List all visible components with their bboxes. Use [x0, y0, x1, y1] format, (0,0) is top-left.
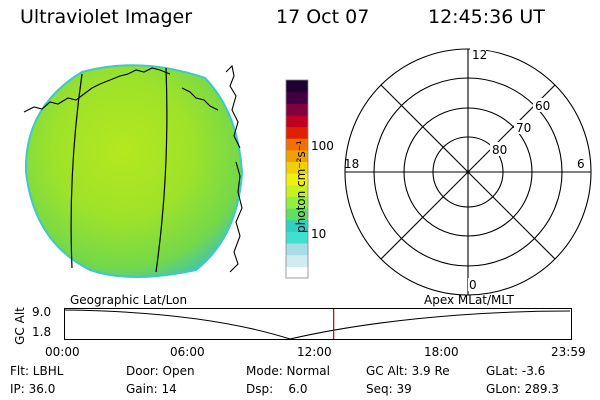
colorbar-tick-100: 100: [311, 139, 334, 153]
mlt-label-12: 12: [472, 48, 487, 62]
colorbar-segment: [286, 208, 308, 221]
timeline-x-tick-4: 23:59: [551, 345, 586, 359]
colorbar-tick-10: 10: [311, 227, 327, 241]
app-title: Ultraviolet Imager: [20, 6, 193, 28]
info-dsp: Dsp: 6.0: [246, 382, 308, 396]
colorbar-unit-label: photon cm⁻²s⁻¹: [294, 140, 308, 233]
timeline-y-max: 9.0: [32, 305, 52, 319]
info-gc-alt: GC Alt: 3.9 Re: [366, 364, 450, 378]
timeline-x-tick-3: 18:00: [424, 345, 459, 359]
longitude-lines: [70, 67, 168, 273]
colorbar-segment: [286, 266, 308, 279]
info-door: Door: Open: [126, 364, 195, 378]
info-filter: Flt: LBHL: [10, 364, 64, 378]
mlt-label-6: 6: [577, 157, 585, 171]
colorbar-segment: [286, 103, 308, 116]
mlt-label-0: 0: [469, 278, 477, 292]
colorbar-segment: [286, 149, 308, 163]
coastlines: [23, 64, 243, 273]
earth-uv-image: [23, 64, 244, 278]
colorbar: [285, 79, 309, 279]
lat-label-60: 60: [535, 99, 550, 113]
colorbar-segment: [286, 161, 308, 174]
colorbar-segment: [286, 114, 308, 128]
date-label: 17 Oct 07: [276, 6, 370, 28]
timeline-x-tick-2: 12:00: [297, 345, 332, 359]
colorbar-segment: [286, 219, 308, 232]
colorbar-segment: [286, 126, 308, 139]
timeline-x-tick-0: 00:00: [45, 345, 80, 359]
colorbar-segment: [286, 184, 308, 197]
info-mode: Mode: Normal: [246, 364, 330, 378]
time-label: 12:45:36 UT: [428, 6, 545, 28]
colorbar-segment: [286, 196, 308, 209]
timeline-y-min: 1.8: [32, 325, 52, 339]
timeline-axis-label: GC Alt: [13, 307, 27, 345]
mlt-label-18: 18: [344, 157, 359, 171]
colorbar-segment: [286, 231, 308, 244]
timeline-x-tick-1: 06:00: [170, 345, 205, 359]
colorbar-segment: [286, 91, 308, 104]
colorbar-segment: [286, 254, 308, 267]
timeline-right-title: Apex MLat/MLT: [424, 293, 514, 307]
polar-grid: 12 18 6 0 60 70 80: [344, 48, 592, 296]
colorbar-segment: [286, 80, 308, 93]
info-glat: GLat: -3.6: [486, 364, 546, 378]
info-glon: GLon: 289.3: [486, 382, 559, 396]
earth-disk: [24, 64, 244, 278]
lat-label-70: 70: [516, 121, 531, 135]
timeline-plot: [64, 308, 572, 340]
colorbar-segment: [286, 138, 308, 151]
info-ip: IP: 36.0: [10, 382, 56, 396]
info-seq: Seq: 39: [366, 382, 412, 396]
altitude-curve: [64, 309, 571, 340]
colorbar-segment: [286, 173, 308, 186]
timeline-left-title: Geographic Lat/Lon: [70, 293, 188, 307]
lat-label-80: 80: [492, 143, 507, 157]
info-gain: Gain: 14: [126, 382, 177, 396]
colorbar-segment: [286, 243, 308, 256]
